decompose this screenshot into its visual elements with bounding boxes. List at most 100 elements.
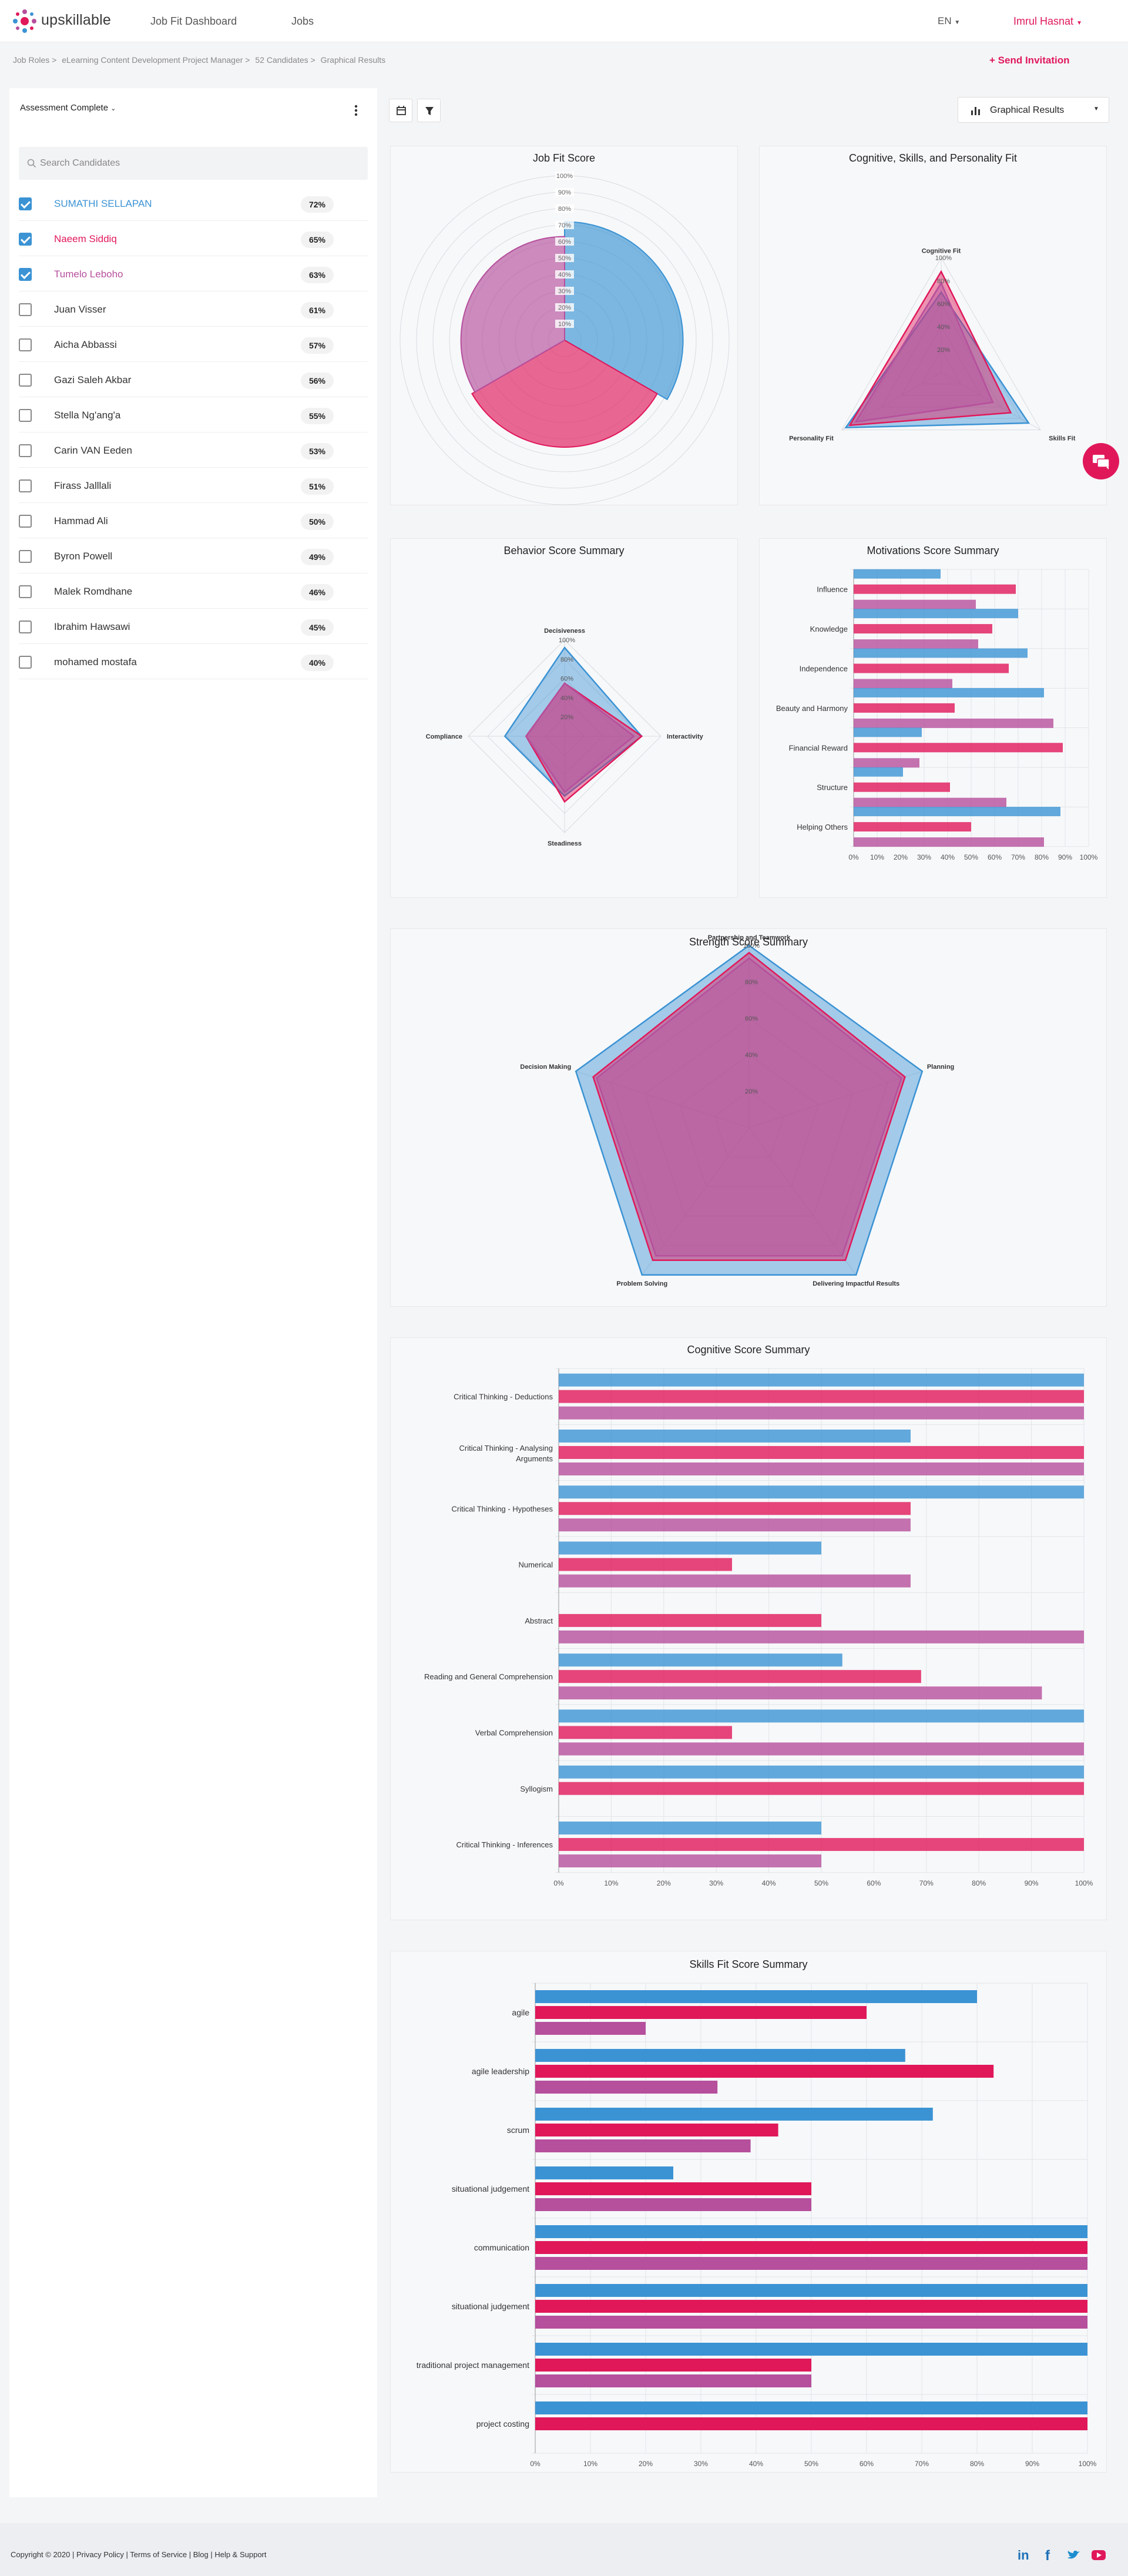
candidate-name[interactable]: Juan Visser (54, 304, 106, 315)
candidate-checkbox[interactable] (19, 620, 32, 633)
breadcrumb-candidates[interactable]: 52 Candidates > (255, 55, 315, 65)
candidate-score-badge: 50% (301, 514, 334, 530)
language-selector[interactable]: EN ▼ (938, 15, 960, 27)
x-tick-label: 70% (915, 2460, 929, 2468)
candidate-row[interactable]: Tumelo Leboho 63% (19, 256, 368, 291)
bar (559, 1686, 1042, 1700)
bar (559, 1485, 1084, 1499)
candidate-name[interactable]: Stella Ng'ang'a (54, 410, 121, 421)
twitter-icon[interactable] (1066, 2547, 1082, 2563)
breadcrumb-job[interactable]: eLearning Content Development Project Ma… (62, 55, 250, 65)
linkedin-icon[interactable]: in (1016, 2547, 1033, 2563)
candidate-checkbox[interactable] (19, 338, 32, 351)
candidate-checkbox[interactable] (19, 550, 32, 563)
calendar-button[interactable] (389, 99, 412, 122)
bar (559, 1502, 911, 1515)
axis-label: Compliance (426, 733, 462, 740)
cognitive-skills-personality-chart: 100% 80% 60% 40% 20% Cognitive Fit Skills Fit P… (789, 248, 1076, 442)
logo-icon[interactable] (11, 7, 39, 35)
candidate-checkbox[interactable] (19, 444, 32, 457)
privacy-policy-link[interactable]: Privacy Policy (76, 2550, 124, 2559)
candidate-row[interactable]: Byron Powell 49% (19, 538, 368, 573)
category-label: Critical Thinking - Inferences (456, 1840, 553, 1849)
candidate-row[interactable]: Naeem Siddiq 65% (19, 221, 368, 256)
candidate-row[interactable]: Malek Romdhane 46% (19, 573, 368, 609)
candidate-row[interactable]: Carin VAN Eeden 53% (19, 432, 368, 468)
x-tick-label: 30% (709, 1879, 723, 1887)
candidate-row[interactable]: Hammad Ali 50% (19, 503, 368, 538)
candidate-name[interactable]: Byron Powell (54, 551, 113, 562)
graph-type-dropdown[interactable]: Graphical Results ▼ (958, 97, 1109, 123)
svg-text:f: f (1045, 2548, 1050, 2563)
candidate-checkbox[interactable] (19, 479, 32, 492)
candidate-score-badge: 46% (301, 584, 334, 601)
candidate-name[interactable]: mohamed mostafa (54, 656, 137, 668)
tick-label: 90% (558, 189, 571, 196)
bar (559, 1445, 1084, 1459)
x-tick-label: 10% (583, 2460, 597, 2468)
candidate-checkbox[interactable] (19, 409, 32, 422)
candidate-checkbox[interactable] (19, 268, 32, 281)
bar (854, 569, 941, 579)
grid-ring (610, 981, 888, 1246)
more-options-icon[interactable] (350, 103, 362, 118)
calendar-icon (397, 106, 406, 115)
x-tick-label: 0% (848, 853, 859, 861)
terms-of-service-link[interactable]: Terms of Service (130, 2550, 187, 2559)
candidate-name[interactable]: Ibrahim Hawsawi (54, 621, 130, 632)
tick-label: 60% (745, 1015, 758, 1022)
candidate-name[interactable]: Hammad Ali (54, 515, 108, 526)
candidate-checkbox[interactable] (19, 656, 32, 669)
candidate-name[interactable]: Tumelo Leboho (54, 269, 123, 280)
candidate-row[interactable]: SUMATHI SELLAPAN 72% (19, 186, 368, 221)
chevron-down-icon: ▼ (1076, 20, 1082, 26)
bar (559, 1462, 1084, 1475)
radar-series (848, 270, 1012, 427)
candidate-name[interactable]: SUMATHI SELLAPAN (54, 198, 152, 209)
candidate-checkbox[interactable] (19, 303, 32, 316)
candidate-name[interactable]: Naeem Siddiq (54, 233, 117, 244)
axis-label: Problem Solving (616, 1280, 667, 1287)
nav-jobs[interactable]: Jobs (291, 15, 314, 27)
user-menu[interactable]: Imrul Hasnat ▼ (1013, 15, 1082, 28)
candidate-name[interactable]: Aicha Abbassi (54, 339, 117, 350)
help-support-link[interactable]: Help & Support (214, 2550, 267, 2559)
bar (535, 2300, 1087, 2313)
candidate-row[interactable]: Firass Jalllali 51% (19, 468, 368, 503)
search-input[interactable] (40, 147, 357, 180)
x-tick-label: 30% (694, 2460, 708, 2468)
candidate-name[interactable]: Firass Jalllali (54, 480, 112, 491)
candidate-row[interactable]: mohamed mostafa 40% (19, 644, 368, 679)
candidate-checkbox[interactable] (19, 374, 32, 387)
breadcrumb-job-roles[interactable]: Job Roles > (13, 55, 57, 65)
candidate-row[interactable]: Ibrahim Hawsawi 45% (19, 609, 368, 644)
candidate-name[interactable]: Carin VAN Eeden (54, 445, 132, 456)
candidate-row[interactable]: Juan Visser 61% (19, 291, 368, 327)
chart-title: Behavior Score Summary (503, 545, 625, 556)
candidate-checkbox[interactable] (19, 515, 32, 528)
candidate-checkbox[interactable] (19, 233, 32, 246)
candidate-row[interactable]: Stella Ng'ang'a 55% (19, 397, 368, 432)
blog-link[interactable]: Blog (193, 2550, 209, 2559)
category-label-line: Critical Thinking - Analysing (459, 1444, 553, 1453)
candidate-row[interactable]: Aicha Abbassi 57% (19, 327, 368, 362)
x-tick-label: 70% (1011, 853, 1025, 861)
chat-button[interactable] (1083, 443, 1119, 479)
bar (854, 718, 1053, 728)
bar (535, 2022, 646, 2035)
bar (535, 2006, 867, 2019)
candidate-row[interactable]: Gazi Saleh Akbar 56% (19, 362, 368, 397)
assessment-filter-dropdown[interactable]: Assessment Complete ⌄ (20, 103, 116, 113)
candidate-name[interactable]: Malek Romdhane (54, 586, 133, 597)
facebook-icon[interactable]: f (1041, 2547, 1058, 2563)
candidate-checkbox[interactable] (19, 197, 32, 210)
bar (535, 2316, 1087, 2329)
candidate-checkbox[interactable] (19, 585, 32, 598)
send-invitation-button[interactable]: + Send Invitation (989, 55, 1070, 66)
filter-button[interactable] (417, 99, 441, 122)
candidate-name[interactable]: Gazi Saleh Akbar (54, 374, 132, 385)
youtube-icon[interactable] (1090, 2547, 1107, 2563)
nav-job-fit-dashboard[interactable]: Job Fit Dashboard (150, 15, 237, 27)
bar (854, 782, 950, 792)
bar (559, 1406, 1084, 1420)
